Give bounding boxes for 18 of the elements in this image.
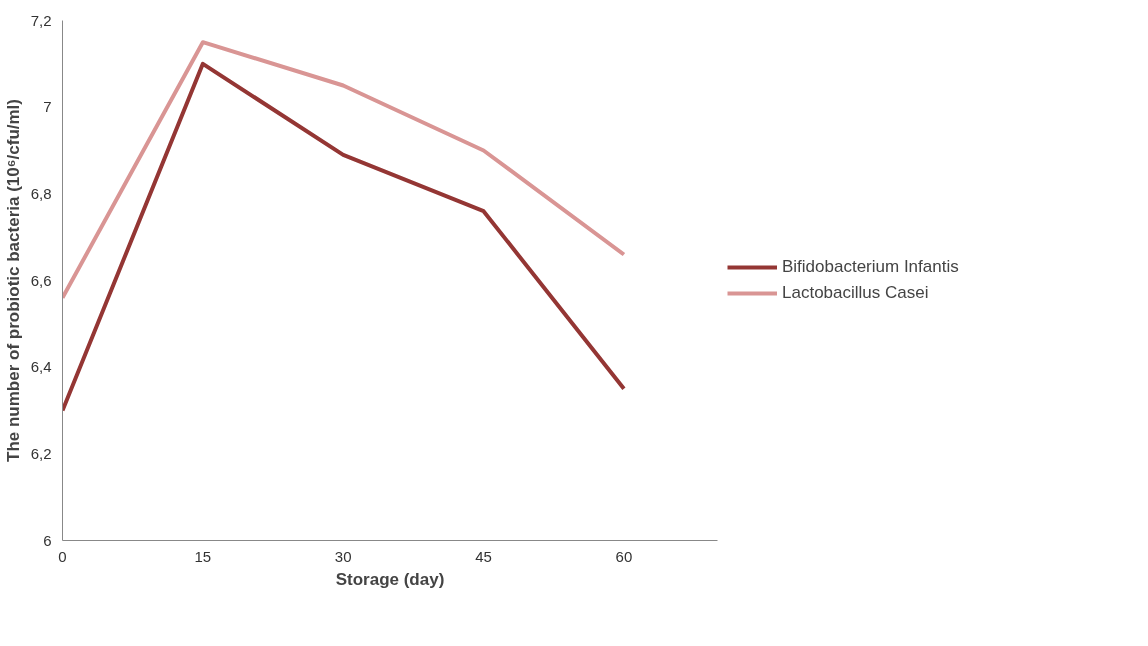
x-tick-label: 45: [475, 547, 492, 565]
y-tick-label: 6,6: [30, 271, 52, 289]
x-axis-title: Storage (day): [335, 569, 445, 589]
y-tick-label: 6,8: [30, 184, 52, 202]
x-tick-label: 30: [334, 547, 352, 565]
y-tick-label: 6,2: [30, 444, 52, 462]
y-tick-label: 7: [43, 98, 52, 116]
x-tick-label: 15: [194, 547, 212, 565]
y-tick-label: 6: [43, 531, 52, 549]
y-axis-title: The number of probiotic bacteria (10⁶/cfu/ml): [3, 98, 23, 462]
legend-label: Bifidobacterium Infantis: [782, 257, 959, 277]
line-series: [62, 61, 626, 413]
x-tick-label: 0: [58, 547, 67, 565]
x-tick-label: 60: [615, 547, 633, 565]
line-series: [62, 40, 626, 300]
legend-label: Lactobacillus Casei: [782, 283, 929, 303]
y-tick-label: 6,4: [30, 358, 52, 376]
y-tick-label: 7,2: [30, 11, 52, 29]
